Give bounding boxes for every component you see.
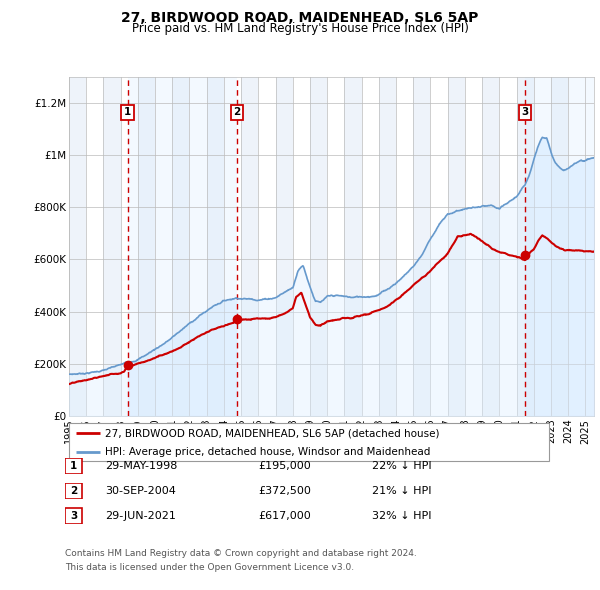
Text: 22% ↓ HPI: 22% ↓ HPI bbox=[372, 461, 431, 471]
Bar bbox=[396, 77, 413, 416]
Text: 30-SEP-2004: 30-SEP-2004 bbox=[105, 486, 176, 496]
Bar bbox=[190, 77, 207, 416]
Bar bbox=[327, 77, 344, 416]
Bar bbox=[465, 77, 482, 416]
Bar bbox=[121, 77, 138, 416]
Text: £195,000: £195,000 bbox=[258, 461, 311, 471]
Bar bbox=[499, 77, 517, 416]
Text: 2: 2 bbox=[70, 486, 77, 496]
FancyBboxPatch shape bbox=[65, 458, 82, 474]
Bar bbox=[448, 77, 465, 416]
Bar bbox=[430, 77, 448, 416]
Bar bbox=[517, 77, 534, 416]
Bar bbox=[138, 77, 155, 416]
Text: Contains HM Land Registry data © Crown copyright and database right 2024.: Contains HM Land Registry data © Crown c… bbox=[65, 549, 416, 558]
Bar bbox=[207, 77, 224, 416]
Bar bbox=[155, 77, 172, 416]
Text: 21% ↓ HPI: 21% ↓ HPI bbox=[372, 486, 431, 496]
Text: 27, BIRDWOOD ROAD, MAIDENHEAD, SL6 5AP: 27, BIRDWOOD ROAD, MAIDENHEAD, SL6 5AP bbox=[121, 11, 479, 25]
FancyBboxPatch shape bbox=[65, 483, 82, 499]
Bar bbox=[362, 77, 379, 416]
Text: 29-MAY-1998: 29-MAY-1998 bbox=[105, 461, 178, 471]
FancyBboxPatch shape bbox=[65, 508, 82, 523]
Bar bbox=[525, 77, 594, 416]
Bar bbox=[568, 77, 586, 416]
Bar bbox=[224, 77, 241, 416]
Bar bbox=[379, 77, 396, 416]
Text: Price paid vs. HM Land Registry's House Price Index (HPI): Price paid vs. HM Land Registry's House … bbox=[131, 22, 469, 35]
Bar bbox=[482, 77, 499, 416]
Text: 1: 1 bbox=[70, 461, 77, 471]
Text: 2: 2 bbox=[233, 107, 241, 117]
Bar bbox=[86, 77, 103, 416]
Bar bbox=[128, 77, 237, 416]
Text: This data is licensed under the Open Government Licence v3.0.: This data is licensed under the Open Gov… bbox=[65, 563, 354, 572]
Bar bbox=[241, 77, 259, 416]
Text: 1: 1 bbox=[124, 107, 131, 117]
Text: £372,500: £372,500 bbox=[258, 486, 311, 496]
Bar bbox=[275, 77, 293, 416]
Text: HPI: Average price, detached house, Windsor and Maidenhead: HPI: Average price, detached house, Wind… bbox=[105, 447, 430, 457]
FancyBboxPatch shape bbox=[69, 423, 549, 461]
Bar bbox=[103, 77, 121, 416]
Bar bbox=[172, 77, 190, 416]
Bar bbox=[310, 77, 327, 416]
Bar bbox=[534, 77, 551, 416]
Text: 3: 3 bbox=[521, 107, 529, 117]
Text: 32% ↓ HPI: 32% ↓ HPI bbox=[372, 511, 431, 520]
Text: 3: 3 bbox=[70, 511, 77, 520]
Bar bbox=[259, 77, 275, 416]
Bar bbox=[344, 77, 362, 416]
Bar bbox=[69, 77, 86, 416]
Text: 27, BIRDWOOD ROAD, MAIDENHEAD, SL6 5AP (detached house): 27, BIRDWOOD ROAD, MAIDENHEAD, SL6 5AP (… bbox=[105, 428, 439, 438]
Text: £617,000: £617,000 bbox=[258, 511, 311, 520]
Bar bbox=[413, 77, 430, 416]
Text: 29-JUN-2021: 29-JUN-2021 bbox=[105, 511, 176, 520]
Bar bbox=[551, 77, 568, 416]
Bar bbox=[293, 77, 310, 416]
